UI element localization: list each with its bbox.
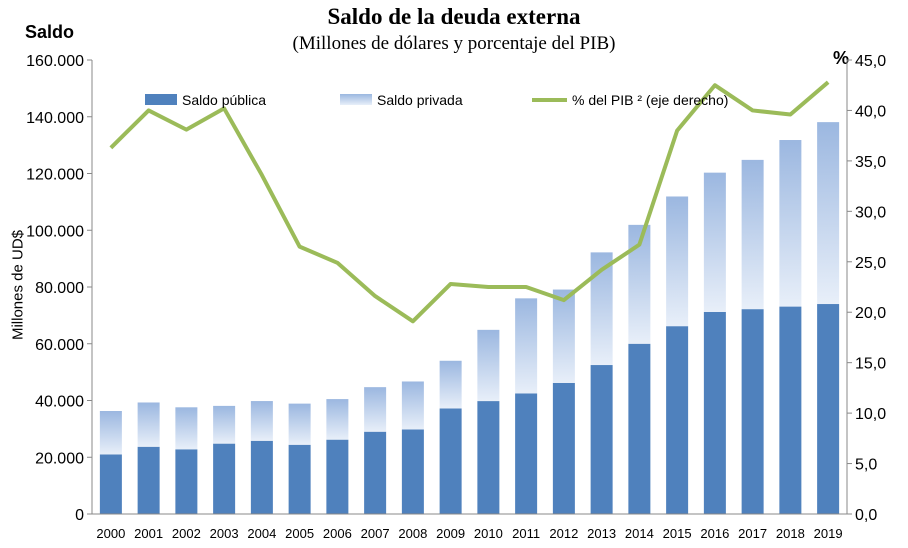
bar-publica-2010 (477, 401, 500, 514)
legend-swatch-publica (145, 94, 177, 105)
bar-publica-2003 (213, 443, 236, 514)
chart-subtitle: (Millones de dólares y porcentaje del PI… (292, 33, 616, 54)
bar-publica-2005 (288, 444, 311, 514)
legend-label-privada: Saldo privada (377, 92, 463, 108)
y-right-tick-label: 25,0 (855, 255, 886, 272)
bar-privada-2004 (250, 401, 273, 441)
y-right-tick-label: 5,0 (855, 457, 877, 474)
bar-privada-2000 (99, 410, 122, 455)
bar-privada-2008 (401, 381, 424, 430)
y-left-tick-label: 100.000 (26, 223, 84, 240)
bar-publica-2013 (590, 365, 613, 514)
x-tick-label-2017: 2017 (738, 526, 767, 541)
right-axis-unit-label: % (833, 48, 850, 68)
bar-privada-2011 (515, 298, 538, 394)
y-right-tick-label: 0,0 (855, 507, 877, 524)
bar-privada-2002 (175, 407, 198, 450)
bar-publica-2007 (364, 431, 387, 514)
bar-privada-2015 (666, 196, 689, 327)
y-left-tick-label: 40.000 (35, 394, 84, 411)
y-left-tick-label: 140.000 (26, 110, 84, 127)
bar-privada-2009 (439, 360, 462, 409)
x-tick-label-2012: 2012 (549, 526, 578, 541)
y-right-tick-label: 45,0 (855, 53, 886, 70)
x-tick-label-2009: 2009 (436, 526, 465, 541)
bar-privada-2005 (288, 403, 311, 445)
bar-publica-2009 (439, 408, 462, 514)
x-tick-label-2002: 2002 (172, 526, 201, 541)
line-pct-pib (109, 80, 830, 324)
y-right-tick-label: 10,0 (855, 406, 886, 423)
bar-privada-2003 (213, 405, 236, 444)
bar-publica-2017 (741, 309, 764, 514)
legend-swatch-privada (340, 94, 372, 105)
x-tick-label-2016: 2016 (700, 526, 729, 541)
bar-privada-2019 (817, 122, 840, 305)
bar-privada-2007 (364, 387, 387, 432)
bar-privada-2013 (590, 252, 613, 366)
bar-publica-2012 (552, 382, 575, 514)
bar-publica-2016 (703, 311, 726, 514)
bar-privada-2018 (779, 140, 802, 307)
bar-publica-2014 (628, 343, 651, 514)
x-tick-label-2014: 2014 (625, 526, 654, 541)
bar-privada-2014 (628, 224, 651, 344)
bar-publica-2004 (250, 440, 273, 514)
x-tick-label-2008: 2008 (398, 526, 427, 541)
y-left-tick-label: 20.000 (35, 450, 84, 467)
x-tick-label-2019: 2019 (814, 526, 843, 541)
bar-publica-2018 (779, 306, 802, 514)
legend-label-publica: Saldo pública (182, 92, 266, 108)
x-tick-label-2004: 2004 (247, 526, 276, 541)
y-left-tick-label: 80.000 (35, 280, 84, 297)
x-tick-label-2011: 2011 (512, 526, 540, 541)
legend-label-pct: % del PIB ² (eje derecho) (572, 92, 728, 108)
bar-privada-2012 (552, 289, 575, 383)
bar-publica-2002 (175, 449, 198, 514)
bar-publica-2019 (817, 304, 840, 514)
bar-privada-2016 (703, 172, 726, 312)
bar-privada-2017 (741, 159, 764, 310)
bar-privada-2010 (477, 329, 500, 402)
y-right-tick-label: 15,0 (855, 356, 886, 373)
bar-publica-2006 (326, 439, 349, 514)
x-tick-label-2005: 2005 (285, 526, 314, 541)
x-tick-label-2003: 2003 (210, 526, 239, 541)
y-right-tick-label: 40,0 (855, 103, 886, 120)
left-axis-unit-label: Saldo (25, 22, 75, 42)
y-left-tick-label: 60.000 (35, 337, 84, 354)
x-tick-label-2006: 2006 (323, 526, 352, 541)
chart-title: Saldo de la deuda externa (327, 4, 581, 29)
x-tick-label-2010: 2010 (474, 526, 503, 541)
bar-privada-2001 (137, 402, 160, 447)
x-tick-label-2007: 2007 (361, 526, 390, 541)
y-right-tick-label: 30,0 (855, 204, 886, 221)
bar-privada-2006 (326, 399, 349, 440)
y-right-tick-label: 35,0 (855, 154, 886, 171)
y-left-tick-label: 160.000 (26, 53, 84, 70)
x-tick-label-2000: 2000 (96, 526, 125, 541)
x-tick-label-2013: 2013 (587, 526, 616, 541)
bar-publica-2015 (666, 326, 689, 514)
x-tick-label-2018: 2018 (776, 526, 805, 541)
bar-publica-2008 (401, 429, 424, 514)
y-left-tick-label: 120.000 (26, 167, 84, 184)
bar-publica-2000 (99, 454, 122, 514)
x-tick-label-2015: 2015 (663, 526, 692, 541)
bar-publica-2011 (515, 393, 538, 514)
bar-publica-2001 (137, 446, 160, 514)
y-left-tick-label: 0 (75, 507, 84, 524)
x-tick-label-2001: 2001 (134, 526, 163, 541)
y-right-tick-label: 20,0 (855, 305, 886, 322)
